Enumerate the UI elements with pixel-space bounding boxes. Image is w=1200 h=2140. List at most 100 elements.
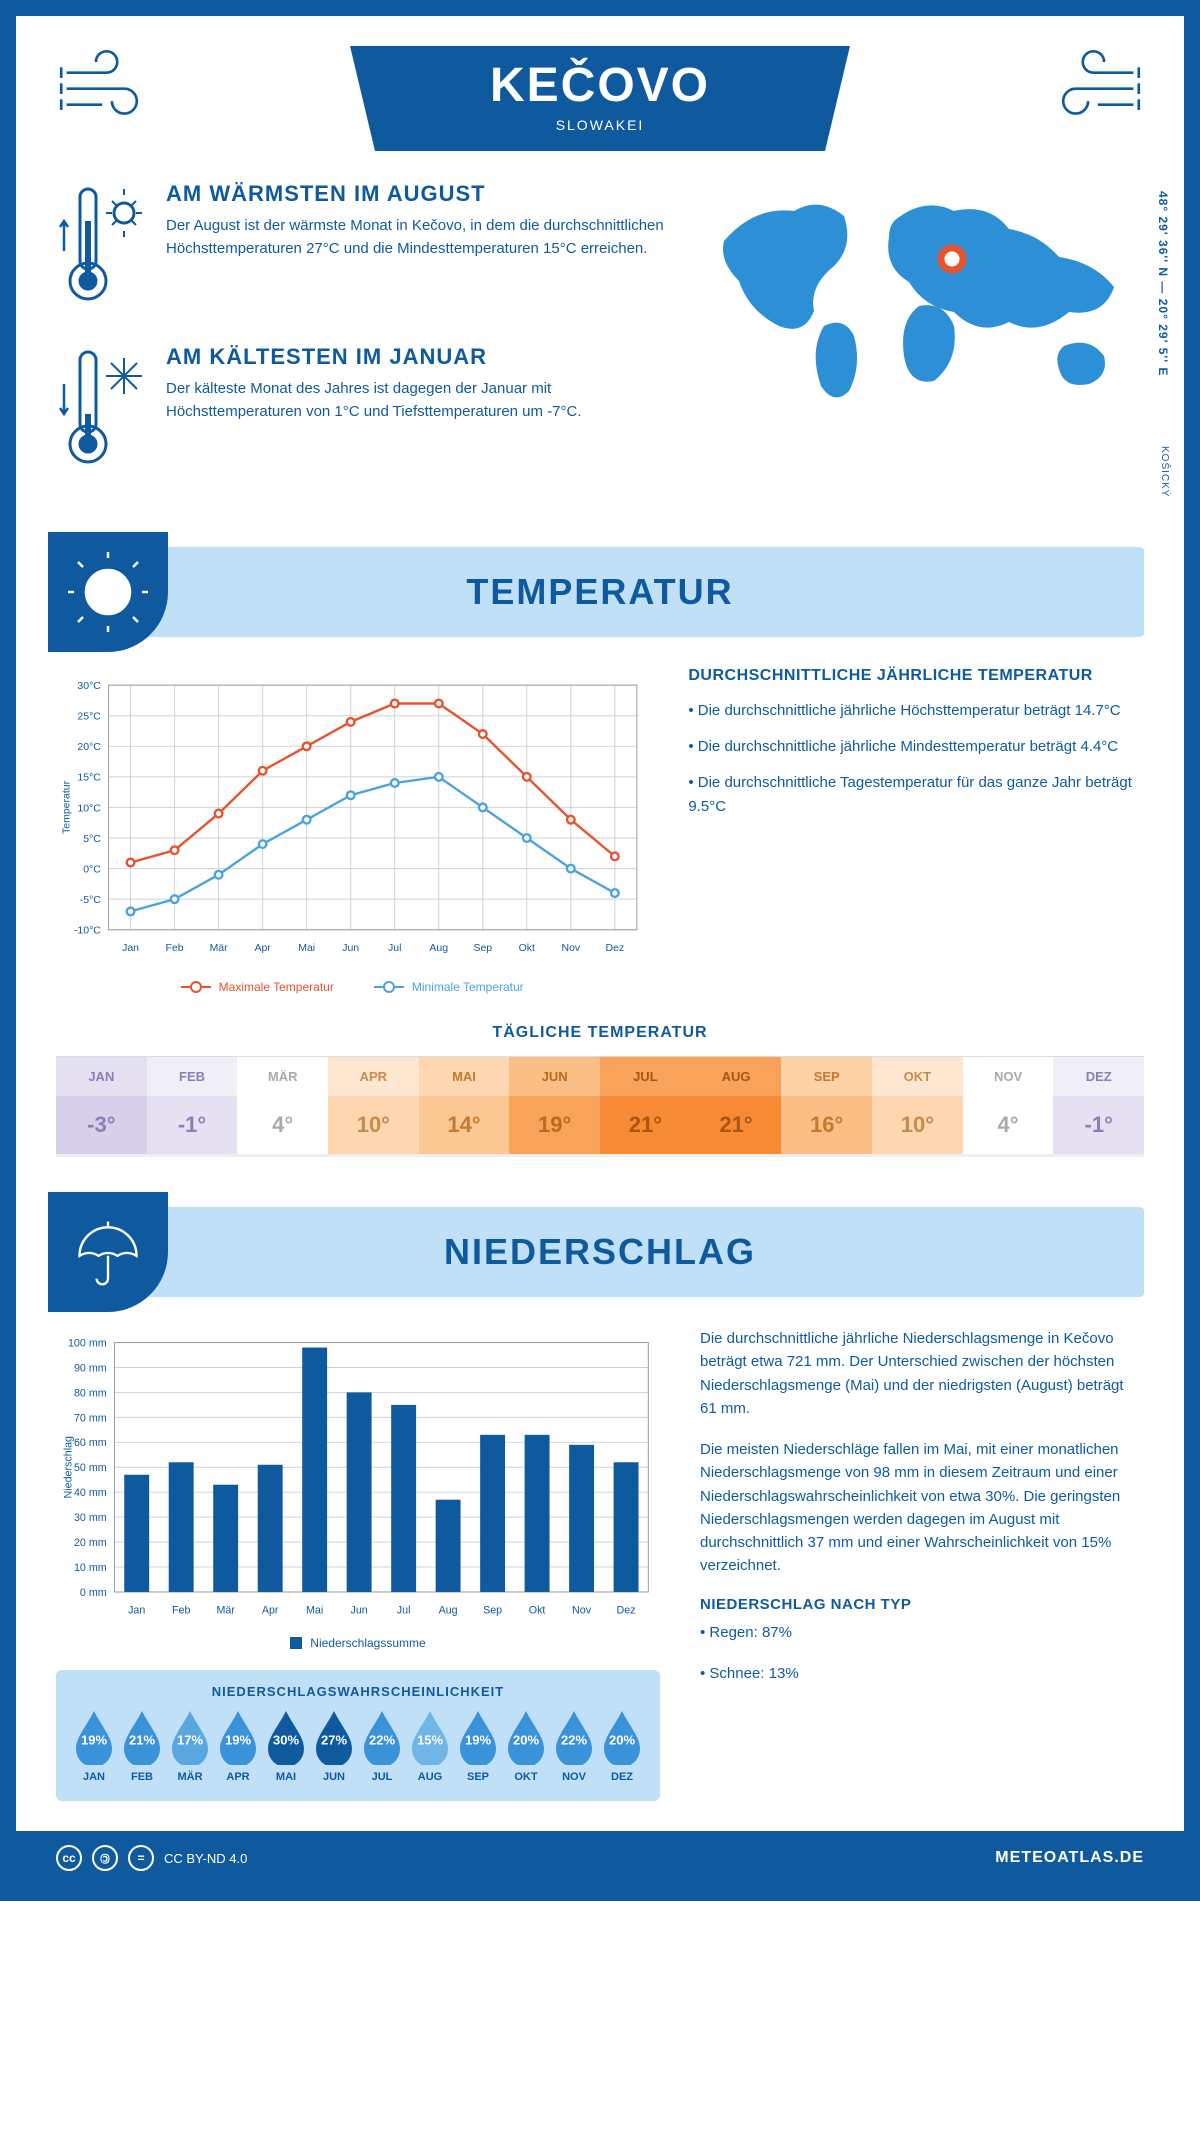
site-name: METEOATLAS.DE [995,1849,1144,1867]
umbrella-icon [48,1192,168,1312]
by-icon: 🄯 [92,1845,118,1871]
svg-text:Feb: Feb [172,1604,190,1616]
svg-text:20 mm: 20 mm [74,1537,107,1549]
prob-item: 19% APR [216,1709,260,1783]
svg-text:-5°C: -5°C [80,894,102,906]
daily-col: MAI 14° [419,1057,510,1154]
svg-text:30 mm: 30 mm [74,1512,107,1524]
svg-text:Temperatur: Temperatur [60,780,72,834]
daily-col: DEZ -1° [1053,1057,1144,1154]
prob-item: 22% NOV [552,1709,596,1783]
precipitation-banner: NIEDERSCHLAG [56,1207,1144,1297]
prob-item: 15% AUG [408,1709,452,1783]
prob-item: 19% SEP [456,1709,500,1783]
prob-item: 20% OKT [504,1709,548,1783]
svg-text:50 mm: 50 mm [74,1462,107,1474]
temp-bullet-3: • Die durchschnittliche Tagestemperatur … [688,771,1144,819]
svg-text:Niederschlag: Niederschlag [63,1436,75,1499]
precip-para-1: Die durchschnittliche jährliche Niedersc… [700,1327,1144,1420]
city-title: KEČOVO [410,58,790,113]
svg-text:Okt: Okt [529,1604,546,1616]
daily-temp-title: TÄGLICHE TEMPERATUR [56,1024,1144,1042]
daily-col: JUN 19° [509,1057,600,1154]
svg-text:Nov: Nov [561,942,580,954]
temperature-banner: TEMPERATUR [56,547,1144,637]
nd-icon: = [128,1845,154,1871]
svg-text:Sep: Sep [483,1604,502,1616]
daily-col: MÄR 4° [237,1057,328,1154]
svg-text:10 mm: 10 mm [74,1562,107,1574]
warmest-heading: AM WÄRMSTEN IM AUGUST [166,181,674,207]
precip-legend: Niederschlagssumme [310,1636,425,1650]
coldest-heading: AM KÄLTESTEN IM JANUAR [166,344,674,370]
svg-text:Jan: Jan [122,942,139,954]
svg-text:Jul: Jul [397,1604,411,1616]
precip-type-rain: • Regen: 87% [700,1621,1144,1644]
daily-col: JUL 21° [600,1057,691,1154]
temperature-title: TEMPERATUR [56,571,1144,613]
svg-text:Mai: Mai [298,942,315,954]
svg-text:Feb: Feb [166,942,184,954]
coldest-block: AM KÄLTESTEN IM JANUAR Der kälteste Mona… [56,344,674,479]
wind-icon-left [56,46,166,131]
svg-text:-10°C: -10°C [74,925,101,937]
thermometer-cold-icon [56,344,146,479]
prob-item: 21% FEB [120,1709,164,1783]
daily-col: APR 10° [328,1057,419,1154]
svg-text:Aug: Aug [439,1604,458,1616]
svg-text:Apr: Apr [262,1604,279,1616]
wind-icon-right [1034,46,1144,131]
svg-text:Jul: Jul [388,942,401,954]
license-text: CC BY-ND 4.0 [164,1851,247,1866]
precipitation-title: NIEDERSCHLAG [56,1231,1144,1273]
intro-section: AM WÄRMSTEN IM AUGUST Der August ist der… [56,181,1144,507]
precipitation-summary: Die durchschnittliche jährliche Niedersc… [700,1327,1144,1801]
svg-text:Apr: Apr [254,942,271,954]
legend-max: Maximale Temperatur [219,980,334,994]
warmest-text: Der August ist der wärmste Monat in Kečo… [166,215,674,260]
svg-text:15°C: 15°C [77,772,101,784]
daily-col: AUG 21° [691,1057,782,1154]
svg-text:Jun: Jun [351,1604,368,1616]
svg-text:Mär: Mär [210,942,229,954]
world-map [704,181,1144,411]
legend-min: Minimale Temperatur [412,980,524,994]
svg-text:Nov: Nov [572,1604,592,1616]
sun-icon [48,532,168,652]
daily-col: FEB -1° [147,1057,238,1154]
temp-bullet-1: • Die durchschnittliche jährliche Höchst… [688,699,1144,723]
daily-col: OKT 10° [872,1057,963,1154]
precipitation-probability: NIEDERSCHLAGSWAHRSCHEINLICHKEIT 19% JAN … [56,1670,660,1801]
svg-text:0°C: 0°C [83,863,101,875]
svg-text:20°C: 20°C [77,741,101,753]
svg-text:100 mm: 100 mm [68,1337,107,1349]
temperature-summary: DURCHSCHNITTLICHE JÄHRLICHE TEMPERATUR •… [688,667,1144,994]
svg-text:5°C: 5°C [83,833,101,845]
cc-icon: cc [56,1845,82,1871]
coldest-text: Der kälteste Monat des Jahres ist dagege… [166,378,674,423]
precip-para-2: Die meisten Niederschläge fallen im Mai,… [700,1438,1144,1578]
footer: cc 🄯 = CC BY-ND 4.0 METEOATLAS.DE [16,1831,1184,1885]
precip-type-heading: NIEDERSCHLAG NACH TYP [700,1596,1144,1613]
temp-summary-heading: DURCHSCHNITTLICHE JÄHRLICHE TEMPERATUR [688,667,1144,685]
svg-text:30°C: 30°C [77,680,101,692]
svg-text:Mai: Mai [306,1604,323,1616]
svg-text:10°C: 10°C [77,802,101,814]
svg-text:60 mm: 60 mm [74,1437,107,1449]
prob-item: 30% MAI [264,1709,308,1783]
thermometer-hot-icon [56,181,146,316]
svg-text:Jan: Jan [128,1604,145,1616]
svg-text:Mär: Mär [216,1604,235,1616]
prob-item: 20% DEZ [600,1709,644,1783]
temp-bullet-2: • Die durchschnittliche jährliche Mindes… [688,735,1144,759]
prob-item: 22% JUL [360,1709,404,1783]
svg-text:25°C: 25°C [77,711,101,723]
daily-temp-table: JAN -3° FEB -1° MÄR 4° APR 10° MAI 14° J… [56,1056,1144,1157]
daily-col: SEP 16° [781,1057,872,1154]
precipitation-chart: 0 mm10 mm20 mm30 mm40 mm50 mm60 mm70 mm8… [56,1327,660,1627]
prob-item: 19% JAN [72,1709,116,1783]
svg-text:Dez: Dez [617,1604,636,1616]
prob-item: 27% JUN [312,1709,356,1783]
warmest-block: AM WÄRMSTEN IM AUGUST Der August ist der… [56,181,674,316]
country-subtitle: SLOWAKEI [410,117,790,133]
